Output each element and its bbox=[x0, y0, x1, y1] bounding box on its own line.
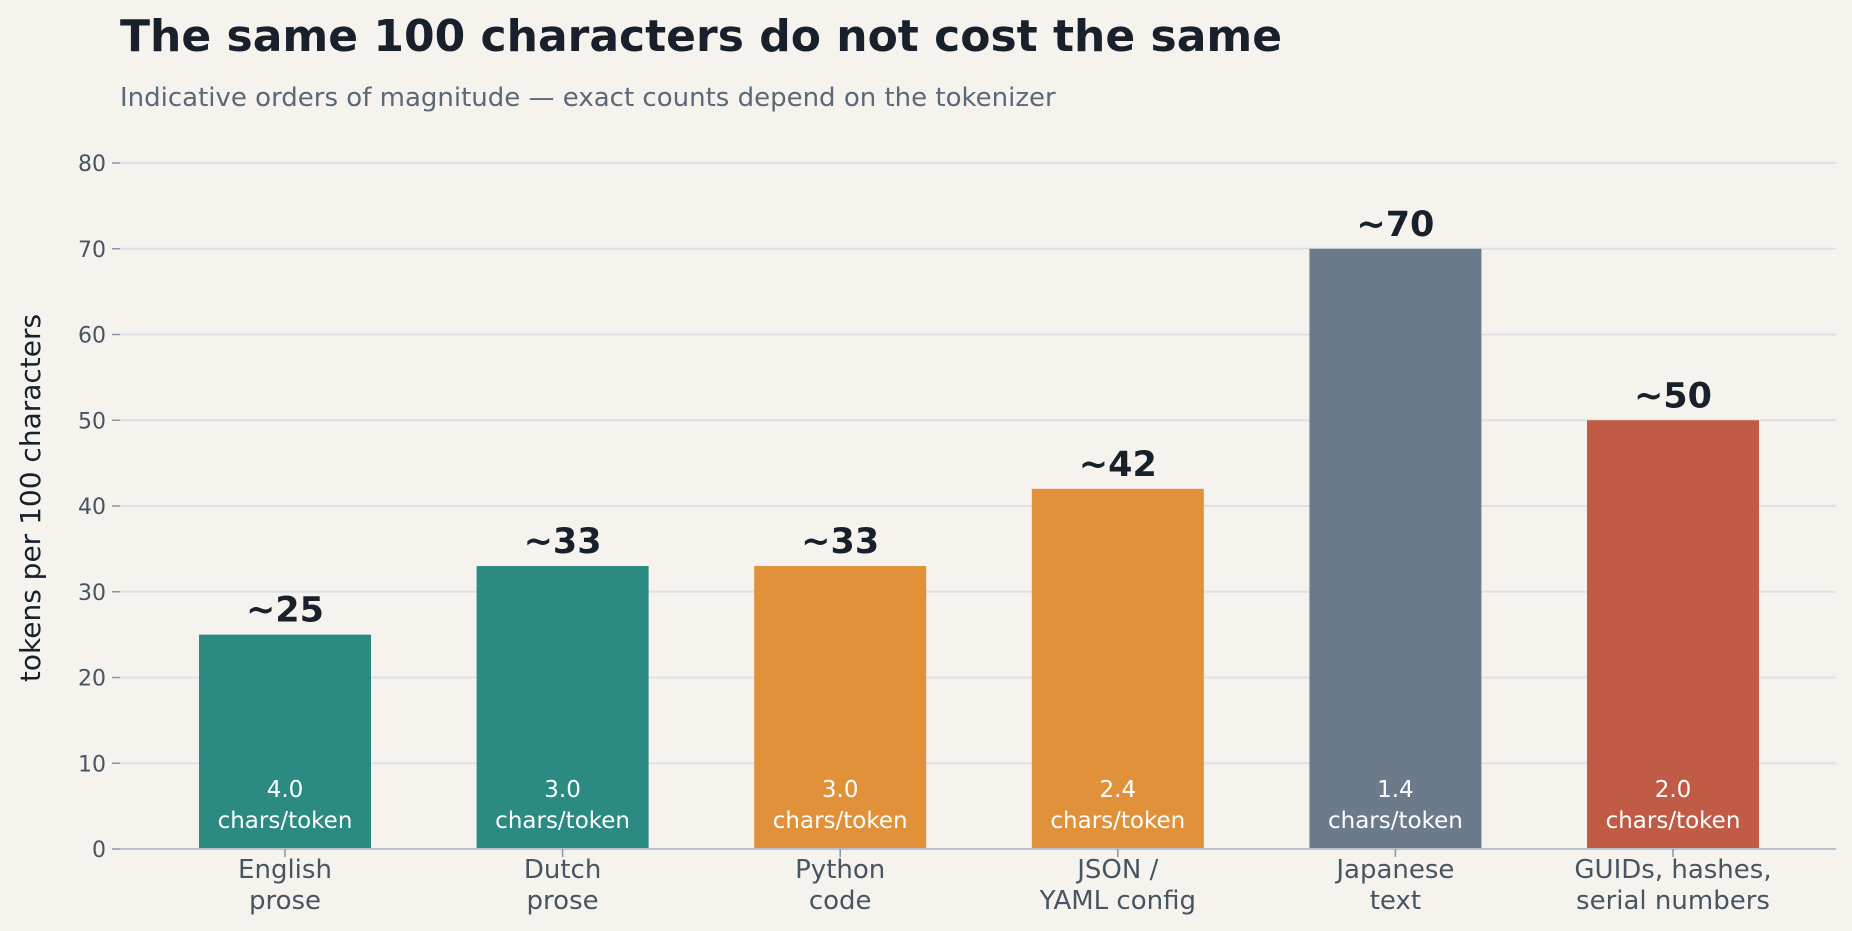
bar bbox=[199, 634, 371, 849]
y-tick-label: 30 bbox=[78, 581, 106, 606]
y-tick-label: 60 bbox=[78, 324, 106, 349]
bar-value-label: ~25 bbox=[246, 591, 324, 631]
x-tick-label: prose bbox=[527, 886, 599, 916]
chars-per-token-value: 3.0 bbox=[822, 777, 859, 803]
chars-per-token-unit: chars/token bbox=[1050, 808, 1185, 834]
x-tick-label: serial numbers bbox=[1576, 886, 1770, 916]
x-tick-label: YAML config bbox=[1039, 886, 1196, 916]
x-tick-label: English bbox=[238, 855, 332, 885]
x-tick-label: GUIDs, hashes, bbox=[1574, 855, 1771, 885]
bar-value-label: ~70 bbox=[1356, 205, 1434, 245]
chars-per-token-value: 3.0 bbox=[544, 777, 581, 803]
chart-subtitle: Indicative orders of magnitude — exact c… bbox=[120, 83, 1056, 113]
x-tick-label: text bbox=[1370, 886, 1421, 916]
y-axis: 0 10 20 30 40 50 60 70 80 bbox=[78, 152, 120, 863]
bar-value-label: ~33 bbox=[524, 522, 602, 562]
y-tick-label: 80 bbox=[78, 152, 106, 177]
chars-per-token-value: 2.0 bbox=[1655, 777, 1692, 803]
chars-per-token-value: 1.4 bbox=[1377, 777, 1414, 803]
bars: ~25 4.0 chars/token ~33 3.0 chars/token ~33 3.0… bbox=[199, 205, 1759, 849]
x-tick-label: JSON / bbox=[1075, 855, 1158, 885]
y-tick-label: 40 bbox=[78, 495, 106, 520]
x-tick-label: Python bbox=[795, 855, 885, 885]
chars-per-token-unit: chars/token bbox=[1606, 808, 1741, 834]
bar-value-label: ~33 bbox=[801, 522, 879, 562]
bar bbox=[1031, 488, 1204, 849]
x-tick-label: Japanese bbox=[1334, 855, 1454, 885]
x-tick-label: Dutch bbox=[524, 855, 601, 885]
y-tick-label: 70 bbox=[78, 238, 106, 263]
x-tick-label: prose bbox=[249, 886, 321, 916]
bar bbox=[1587, 420, 1759, 849]
chars-per-token-value: 2.4 bbox=[1100, 777, 1137, 803]
chars-per-token-unit: chars/token bbox=[218, 808, 353, 834]
chars-per-token-unit: chars/token bbox=[773, 808, 908, 834]
chars-per-token-value: 4.0 bbox=[267, 777, 304, 803]
bar bbox=[754, 566, 927, 849]
x-tick-label: code bbox=[809, 886, 872, 916]
bar-value-label: ~42 bbox=[1079, 445, 1157, 485]
chart-title: The same 100 characters do not cost the … bbox=[120, 11, 1282, 62]
bar bbox=[476, 566, 649, 849]
y-tick-label: 50 bbox=[78, 409, 106, 434]
y-tick-label: 10 bbox=[78, 752, 106, 777]
y-tick-label: 0 bbox=[92, 838, 106, 863]
chars-per-token-unit: chars/token bbox=[495, 808, 630, 834]
bar bbox=[1309, 248, 1482, 849]
y-axis-label: tokens per 100 characters bbox=[14, 314, 47, 682]
chars-per-token-unit: chars/token bbox=[1328, 808, 1463, 834]
gridlines bbox=[120, 162, 1836, 765]
y-tick-label: 20 bbox=[78, 667, 106, 692]
bar-value-label: ~50 bbox=[1634, 376, 1712, 416]
